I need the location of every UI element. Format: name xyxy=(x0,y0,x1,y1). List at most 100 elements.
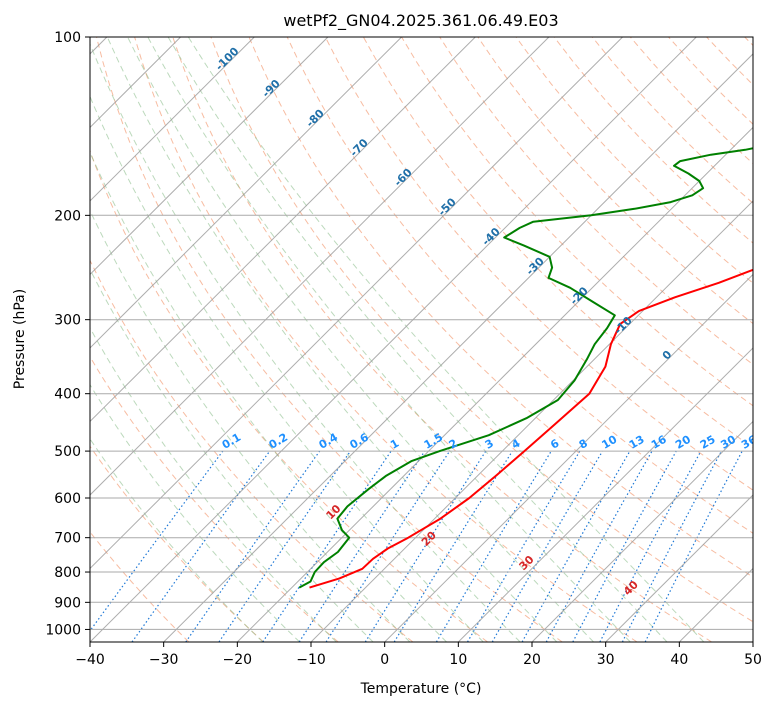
isotherm-label: -90 xyxy=(260,77,283,100)
isotherm-line xyxy=(90,37,402,349)
dry-adiabat-line xyxy=(248,37,753,578)
dry-adiabat-line xyxy=(591,37,753,204)
plot-frame xyxy=(89,36,754,643)
moist-adiabat-line xyxy=(127,37,594,642)
isotherm-label: -70 xyxy=(348,136,371,159)
mixing-ratio-line xyxy=(435,450,552,642)
mixing-ratio-label: 3 xyxy=(483,437,496,452)
mixing-ratio-line xyxy=(90,450,224,632)
moist-adiabat-line xyxy=(167,37,668,642)
dry-adiabat-line xyxy=(744,37,753,47)
dry-adiabat-line xyxy=(96,37,563,642)
mixing-ratio-line xyxy=(599,450,702,642)
background-line-labels: 0.1 0.2 0.4 0.6 1 1.5 2 3 4 6 8 10 13 16 20 25 30 36-100-… xyxy=(213,44,759,598)
y-tick-label: 100 xyxy=(54,30,81,46)
mixing-ratio-line xyxy=(325,450,451,642)
y-tick-label: 600 xyxy=(54,491,81,507)
isotherm-line xyxy=(678,567,753,642)
x-tick-label: −30 xyxy=(149,652,179,668)
x-tick-label: 30 xyxy=(597,652,615,668)
dewpoint-profile-line xyxy=(298,147,753,589)
mixing-ratio-line xyxy=(131,450,271,642)
mixing-ratio-line xyxy=(185,450,321,642)
isotherm-line xyxy=(605,494,753,642)
x-tick-label: 50 xyxy=(744,652,762,668)
isotherm-line xyxy=(384,273,753,642)
dry-adiabat-line xyxy=(90,445,264,642)
mixing-ratio-label: 1.5 xyxy=(422,431,445,452)
plot-area xyxy=(90,37,753,642)
dry-adiabat-line xyxy=(210,37,753,623)
y-tick-label: 1000 xyxy=(45,622,81,638)
mixing-ratio-label: 13 xyxy=(627,433,647,452)
isotherm-line xyxy=(90,37,255,202)
mixing-ratio-label: 0.4 xyxy=(317,431,341,452)
dry-adiabat-line xyxy=(706,37,753,86)
mixing-ratio-line xyxy=(545,450,653,642)
isotherm-line xyxy=(457,347,753,642)
x-tick-label: 0 xyxy=(380,652,389,668)
dry-adiabat-label: 30 xyxy=(517,553,537,573)
moist-adiabat-line xyxy=(187,37,705,642)
isotherm-line xyxy=(90,37,329,276)
y-tick-label: 800 xyxy=(54,565,81,581)
dry-adiabat-line xyxy=(553,37,753,244)
moist-adiabat-line xyxy=(90,437,264,642)
isotherm-label: -100 xyxy=(213,44,242,73)
x-tick-label: −20 xyxy=(223,652,253,668)
x-tick-label: 10 xyxy=(449,652,467,668)
mixing-ratio-line xyxy=(262,450,392,642)
x-tick-label: −40 xyxy=(75,652,105,668)
mixing-ratio-label: 0.6 xyxy=(348,431,372,452)
isotherm-line xyxy=(90,37,623,570)
mixing-ratio-line xyxy=(521,450,631,642)
y-axis: 100 200 300 400 500 600 700 800 900 1000 xyxy=(45,30,90,638)
moist-adiabat-line xyxy=(106,37,558,642)
mixing-ratio-label: 6 xyxy=(548,436,561,451)
mixing-ratio-line xyxy=(364,450,487,642)
x-axis: −40 −30 −20 −10 0 10 20 30 40 50 xyxy=(75,642,762,668)
isotherm-line xyxy=(236,126,753,642)
dry-adiabat-line xyxy=(90,259,414,642)
dry-adiabat-line xyxy=(90,149,488,642)
isotherm-line xyxy=(531,420,753,642)
dry-adiabat-line xyxy=(668,37,753,125)
mixing-ratio-label: 36 xyxy=(739,433,759,452)
mixing-ratio-label: 1 xyxy=(388,437,401,452)
mixing-ratio-label: 0.1 xyxy=(220,431,243,452)
x-tick-label: 20 xyxy=(523,652,541,668)
mixing-ratio-line xyxy=(572,450,677,642)
moist-adiabat-line xyxy=(90,95,484,642)
dry-adiabat-line xyxy=(477,37,753,325)
y-tick-label: 400 xyxy=(54,387,81,403)
dry-adiabat-line xyxy=(90,355,339,642)
dry-adiabat-line xyxy=(172,37,712,642)
mixing-ratio-line xyxy=(218,450,351,642)
chart-title: wetPf2_GN04.2025.361.06.49.E03 xyxy=(283,11,558,31)
isotherm-line xyxy=(90,37,550,496)
mixing-ratio-line xyxy=(393,450,513,642)
mixing-ratio-label: 30 xyxy=(718,433,738,452)
y-tick-label: 200 xyxy=(54,208,81,224)
moist-adiabat-line xyxy=(147,37,631,642)
x-tick-label: 40 xyxy=(670,652,688,668)
dry-adiabat-line xyxy=(515,37,753,284)
y-tick-label: 700 xyxy=(54,531,81,547)
x-axis-title: Temperature (°C) xyxy=(360,681,482,697)
y-axis-title: Pressure (hPa) xyxy=(12,289,28,389)
y-tick-label: 300 xyxy=(54,313,81,329)
isotherm-line xyxy=(752,641,753,642)
isotherm-line xyxy=(90,37,476,423)
y-tick-label: 500 xyxy=(54,444,81,460)
moist-adiabat-line xyxy=(90,42,521,642)
isotherm-line xyxy=(90,37,697,642)
moist-adiabat-line xyxy=(90,268,374,642)
moist-adiabat-line xyxy=(90,209,411,642)
mixing-ratio-line xyxy=(644,450,743,642)
x-tick-label: −10 xyxy=(296,652,326,668)
mixing-ratio-label: 4 xyxy=(509,436,522,451)
y-tick-label: 900 xyxy=(54,595,81,611)
isotherm-label: -60 xyxy=(392,166,415,189)
mixing-ratio-line xyxy=(298,450,426,642)
